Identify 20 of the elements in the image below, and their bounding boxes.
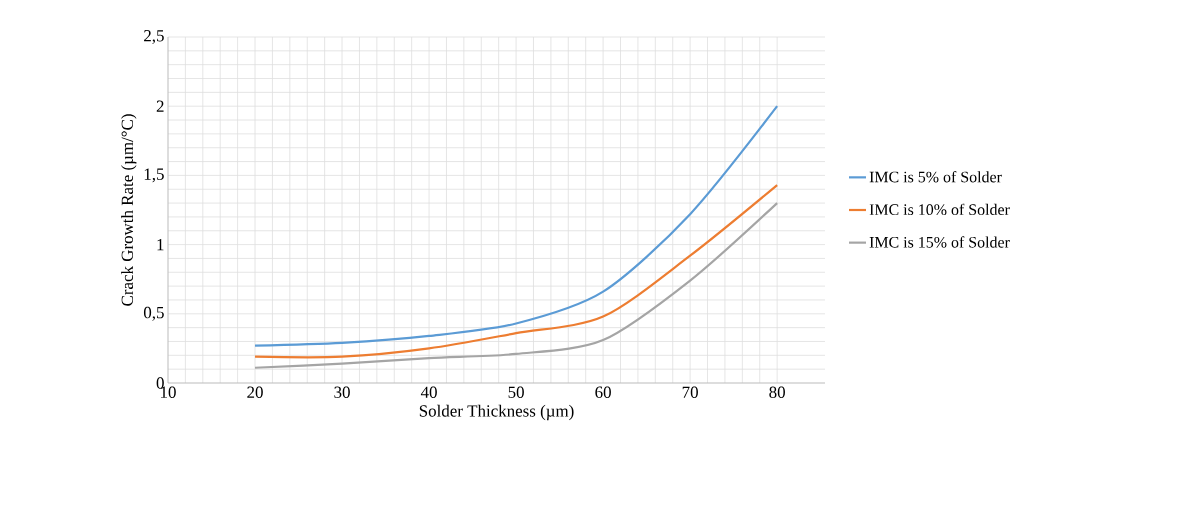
x-tick-label: 60 — [595, 386, 611, 398]
x-tick-label: 20 — [247, 386, 263, 398]
y-tick-label: 1 — [157, 239, 164, 251]
y-tick-label: 2 — [156, 100, 164, 112]
x-tick-label: 40 — [420, 386, 437, 398]
y-tick-label: 0,5 — [143, 306, 164, 321]
x-tick-label: 30 — [334, 386, 350, 398]
y-tick-label: 2,5 — [144, 30, 164, 44]
legend-label: IMC is 5% of Solder — [869, 171, 1002, 183]
line-series — [253, 105, 779, 347]
x-tick-label: 80 — [769, 386, 785, 398]
legend-label: IMC is 15% of Solder — [869, 236, 1010, 248]
legend-label: IMC is 10% of Solder — [869, 203, 1010, 216]
y-axis-title: Crack Growth Rate (µm/°C) — [121, 114, 137, 306]
x-axis-title: Solder Thickness (µm) — [419, 404, 574, 421]
x-tick-label: 50 — [508, 386, 524, 398]
line-series — [253, 183, 779, 359]
line-series — [253, 201, 779, 369]
y-tick-label: 1,5 — [144, 168, 164, 183]
x-tick-label: 70 — [682, 386, 698, 398]
